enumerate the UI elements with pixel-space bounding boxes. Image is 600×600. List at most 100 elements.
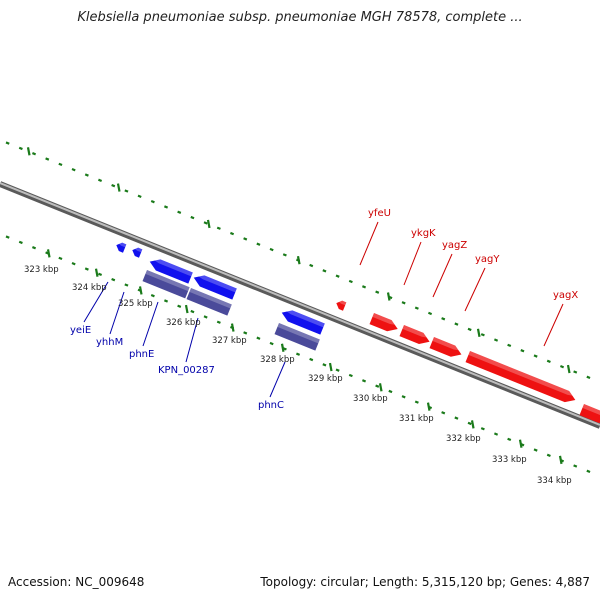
tick-dot [31,246,37,250]
tick-dot [5,141,10,145]
tick-dot [256,242,261,246]
gene-label-yeiE: yeiE [70,325,91,336]
cds-KPN_00287 [186,288,232,316]
major-tick [46,249,51,258]
gene-yfeU [336,300,347,311]
tick-dot [177,210,182,214]
tick-dot [177,304,182,308]
tick-dot [309,263,314,268]
tick-dot [533,354,538,358]
major-tick [566,364,571,374]
leader-line [83,281,109,323]
tick-dot [586,469,591,474]
tick-dot [441,411,446,415]
tick-dot [163,205,169,209]
gene-yhhM [132,247,143,258]
tick-dot [335,274,340,278]
tick-dot [111,277,116,282]
tick-dot [493,338,499,342]
tick-dot [203,221,208,225]
tick-dot [58,256,63,261]
tick-dot [124,189,129,193]
kbp-label: 328 kbp [260,355,295,365]
kbp-label: 323 kbp [24,265,59,275]
leader-line [464,267,486,312]
tick-dot [546,453,551,458]
gene-yagX [465,351,577,403]
tick-dot [335,368,340,372]
gene-ykgK [369,313,400,332]
kbp-label: 333 kbp [492,455,527,465]
tick-dot [586,375,591,380]
tick-dot [256,336,261,340]
tick-dot [454,322,459,326]
major-tick [116,183,121,192]
genome-backbone [0,181,600,429]
major-tick [558,455,563,465]
gene-label-yhhM: yhhM [96,337,123,348]
tick-dot [467,421,472,426]
tick-dot [467,327,472,332]
tick-dot [269,247,274,252]
kbp-label: 329 kbp [308,374,343,384]
tick-dot [163,299,169,303]
kbp-label: 331 kbp [399,414,434,424]
tick-dot [71,168,76,172]
tick-dot [150,199,155,204]
leader-line [432,253,453,298]
map-title: Klebsiella pneumoniae subsp. pneumoniae … [77,10,523,25]
gene-yeiE [116,242,127,253]
major-tick [94,268,99,277]
tick-dot [454,416,459,420]
tick-dot [58,162,63,167]
major-tick [280,343,285,352]
tick-dot [533,448,538,452]
tick-dot [401,395,406,399]
tick-dot [480,427,485,431]
major-tick [206,219,211,229]
tick-dot [322,269,327,273]
outer-tick-track [5,141,591,380]
tick-dot [546,359,551,364]
tick-dot [137,194,142,198]
tick-dot [507,343,512,348]
major-tick [26,147,31,156]
tick-dot [216,226,221,230]
gene-KPN_00287 [193,273,237,300]
cds-phnC [274,323,320,351]
major-tick [296,255,301,265]
tick-dot [295,352,301,356]
major-tick [426,402,431,411]
tick-dot [5,235,10,239]
leader-line [185,317,199,363]
kbp-label: 325 kbp [118,299,153,309]
major-tick [138,286,143,295]
leader-line [403,241,422,286]
tick-dot [150,293,155,298]
leader-line [269,361,286,398]
tick-dot [203,315,208,319]
inner-tick-track [5,235,591,474]
major-tick [230,323,235,332]
gene-edge [579,404,600,423]
tick-dot [361,379,367,383]
tick-dot [414,400,419,404]
gene-label-phnC: phnC [258,400,284,411]
tick-dot [190,309,195,314]
tick-dot [348,279,353,284]
tick-dot [71,262,76,266]
kbp-label: 330 kbp [353,394,388,404]
tick-dot [493,432,499,436]
tick-dot [45,157,50,161]
cds-phnE [142,270,190,299]
tick-dot [97,178,103,183]
gene-label-yagZ: yagZ [442,240,467,251]
major-tick [184,304,189,314]
gene-label-ykgK: ykgK [411,228,436,239]
tick-dot [573,464,578,468]
major-tick [386,292,391,301]
leader-line [109,291,125,335]
tick-dot [243,237,248,241]
tick-dot [84,173,89,177]
kbp-label: 324 kbp [72,283,107,293]
